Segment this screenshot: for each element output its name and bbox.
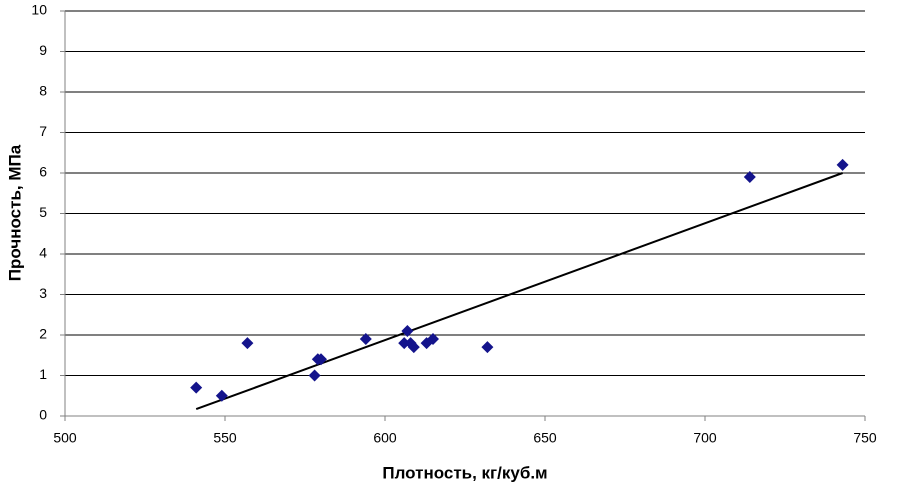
y-tick-label: 10: [31, 2, 47, 18]
x-tick-label: 700: [693, 430, 717, 446]
y-tick-label: 1: [39, 366, 47, 382]
y-tick-label: 8: [39, 83, 47, 99]
x-axis-title: Плотность, кг/куб.м: [382, 463, 547, 482]
x-tick-label: 650: [533, 430, 557, 446]
point: [743, 171, 756, 184]
point: [215, 389, 228, 402]
point: [359, 333, 372, 346]
point: [401, 324, 414, 337]
point: [190, 381, 203, 394]
point: [427, 333, 439, 346]
point: [407, 341, 420, 354]
y-tick-label: 5: [39, 204, 47, 220]
trendline: [195, 172, 843, 411]
y-tick-label: 9: [39, 42, 47, 58]
y-axis-title: Прочность, МПа: [5, 144, 24, 281]
y-tick-label: 3: [39, 285, 47, 301]
point: [398, 337, 411, 350]
y-tick-label: 6: [39, 164, 47, 180]
x-tick-label: 600: [373, 430, 397, 446]
point: [308, 369, 321, 382]
point: [481, 341, 494, 354]
point: [241, 337, 254, 350]
x-tick-label: 500: [53, 430, 77, 446]
x-tick-label: 750: [853, 430, 877, 446]
y-tick-label: 2: [39, 326, 47, 342]
x-tick-label: 550: [213, 430, 237, 446]
point: [836, 158, 849, 171]
point: [315, 353, 327, 366]
y-tick-label: 7: [39, 123, 47, 139]
y-tick-label: 0: [39, 407, 47, 423]
y-tick-label: 4: [39, 245, 47, 261]
